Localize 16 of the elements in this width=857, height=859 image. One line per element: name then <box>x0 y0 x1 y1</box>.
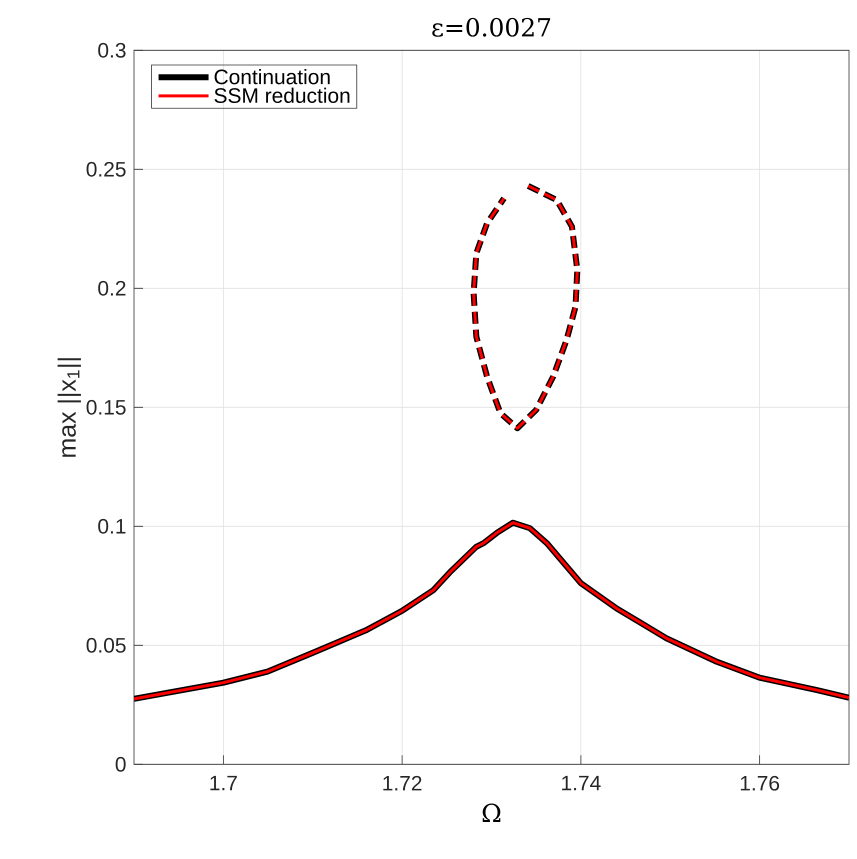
x-tick-label: 1.74 <box>562 776 601 790</box>
y-axis-title: max ||x$_{1}$|| <box>58 358 81 457</box>
y-tick-label: 0.05 <box>86 638 126 653</box>
x-axis-title: Ω <box>482 803 500 822</box>
x-tick-label: 1.72 <box>383 776 422 790</box>
chart-title: ε=0.0027 <box>432 18 550 37</box>
y-tick-label: 0.25 <box>86 162 126 177</box>
y-tick-label: 0 <box>116 756 126 772</box>
legend-label: SSM reduction <box>214 88 350 103</box>
y-tick-label: 0.3 <box>98 42 126 58</box>
x-tick-label: 1.76 <box>740 776 780 791</box>
x-tick-label: 1.7 <box>210 776 237 790</box>
y-tick-label: 0.1 <box>98 518 126 534</box>
y-tick-label: 0.15 <box>86 400 126 415</box>
y-tick-label: 0.2 <box>98 280 126 296</box>
legend-label: Continuation <box>214 68 330 84</box>
